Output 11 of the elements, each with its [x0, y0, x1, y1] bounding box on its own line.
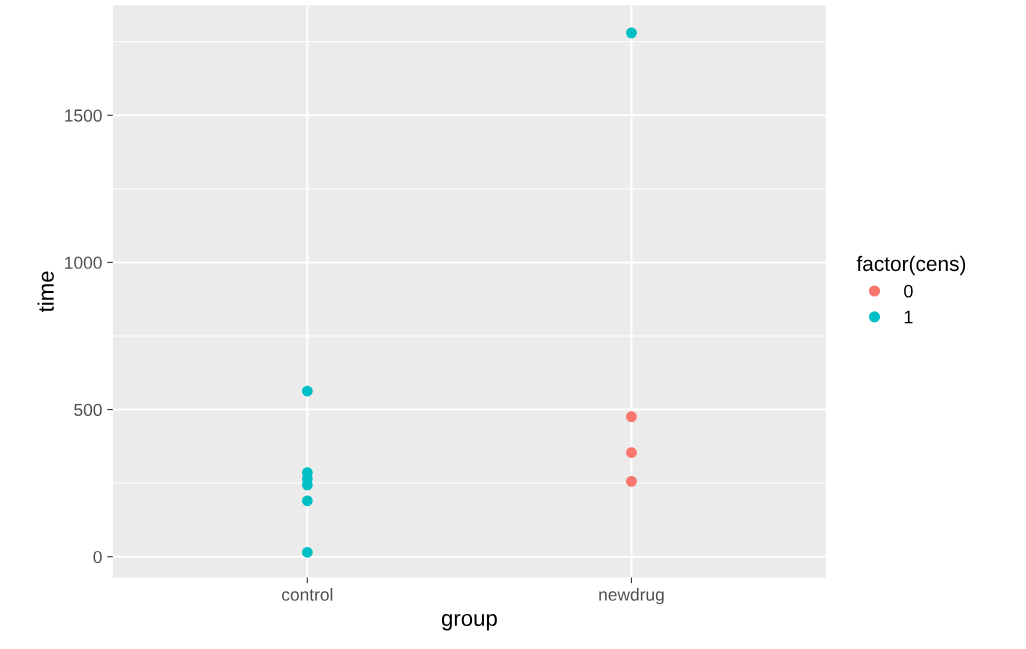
x-tick-label: newdrug: [599, 588, 664, 605]
y-tick-label: 500: [74, 403, 102, 417]
y-tick-label: 0: [93, 550, 102, 564]
x-tick-label: control: [282, 588, 333, 601]
y-tick-label: 1000: [65, 256, 102, 269]
legend-label: 1: [904, 310, 913, 324]
y-tick-label: 1500: [65, 109, 102, 122]
legend-label: 0: [904, 284, 913, 298]
y-axis-title: time: [37, 271, 54, 313]
x-axis-title: group: [441, 613, 497, 631]
legend-title: factor(cens): [856, 255, 966, 276]
